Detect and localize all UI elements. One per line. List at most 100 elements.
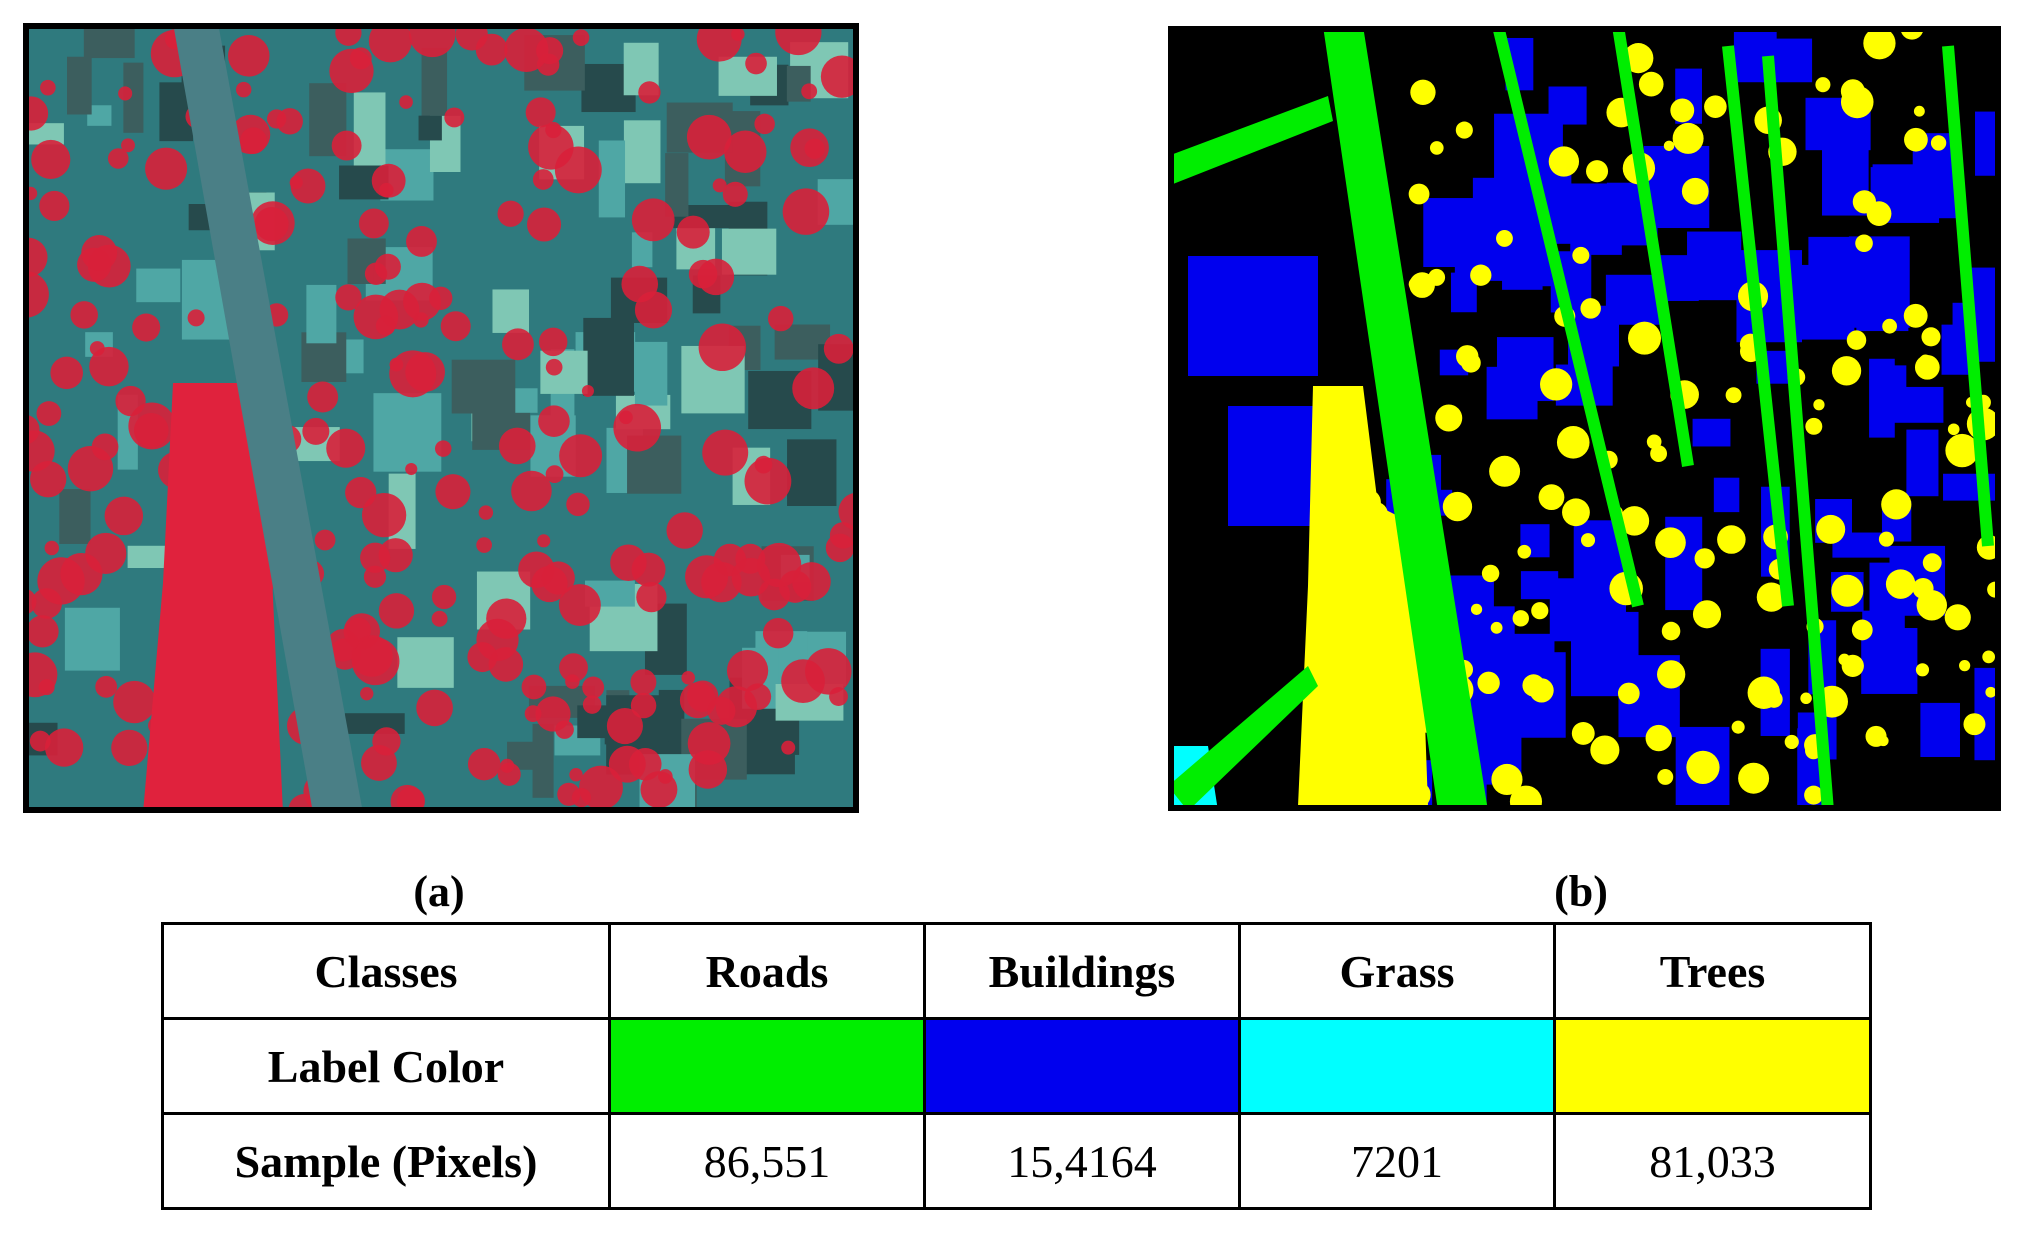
vegetation — [687, 722, 731, 765]
tree-region — [1922, 553, 1942, 573]
vegetation — [240, 127, 267, 154]
tree-region — [1805, 417, 1823, 435]
vegetation — [44, 728, 84, 767]
vegetation — [621, 265, 659, 303]
vegetation — [107, 148, 129, 169]
vegetation — [361, 492, 407, 538]
tree-region — [1904, 127, 1928, 152]
building-region — [1869, 358, 1895, 438]
vegetation — [399, 95, 413, 109]
building — [353, 92, 386, 168]
vegetation — [545, 465, 564, 484]
vegetation — [679, 682, 716, 719]
vegetation — [775, 23, 822, 56]
vegetation — [431, 584, 457, 610]
vegetation — [145, 147, 188, 190]
tree-region — [1517, 544, 1532, 559]
tree-region — [1800, 692, 1812, 705]
tree-region — [1816, 514, 1846, 544]
tree-region — [1815, 77, 1831, 93]
vegetation — [23, 271, 49, 318]
tree-region — [1903, 303, 1928, 328]
vegetation — [532, 169, 554, 190]
vegetation — [378, 593, 415, 629]
vegetation — [566, 492, 590, 517]
vegetation — [565, 674, 580, 689]
vegetation — [619, 410, 633, 425]
building-region — [1856, 293, 1909, 332]
tree-region — [1959, 660, 1971, 672]
building — [634, 341, 668, 406]
vegetation — [555, 720, 574, 739]
tree-region — [1496, 230, 1513, 247]
tree-region — [1731, 720, 1745, 734]
vegetation — [697, 258, 735, 296]
tree-region — [1831, 356, 1862, 386]
tree-region — [1784, 734, 1799, 750]
vegetation — [582, 676, 605, 699]
tree-region — [1804, 785, 1824, 805]
tree-region — [1470, 264, 1492, 286]
vegetation — [326, 428, 366, 468]
class-table: Classes Roads Buildings Grass Trees Labe… — [161, 922, 1872, 1210]
vegetation — [829, 687, 848, 706]
vegetation — [406, 226, 437, 257]
image-frame — [23, 23, 859, 813]
false-color-image — [23, 23, 859, 813]
tree-region — [1915, 663, 1930, 677]
tree-region — [1408, 277, 1423, 292]
tree-region — [1456, 345, 1479, 368]
building — [83, 24, 135, 59]
tree-region — [1650, 445, 1668, 463]
tree-region — [1831, 574, 1864, 607]
vegetation — [91, 433, 119, 461]
tree-region — [1408, 183, 1430, 205]
vegetation — [559, 434, 603, 478]
vegetation — [504, 27, 549, 73]
tree-region — [1470, 603, 1483, 615]
building-region — [1920, 702, 1960, 757]
vegetation — [429, 286, 453, 310]
vegetation — [558, 584, 601, 627]
vegetation — [610, 544, 647, 582]
building — [306, 284, 337, 344]
tree-region — [1477, 671, 1500, 695]
vegetation — [613, 403, 662, 452]
tree-region — [1670, 98, 1695, 123]
tree-region — [1912, 577, 1934, 599]
vegetation — [606, 707, 643, 745]
vegetation — [104, 496, 144, 536]
tree-region — [1646, 434, 1662, 450]
tree-region — [1428, 268, 1446, 286]
vegetation — [360, 542, 391, 573]
tree-region — [1913, 105, 1925, 117]
vegetation — [326, 628, 360, 662]
vegetation — [531, 565, 568, 603]
building-region — [1906, 429, 1939, 497]
tree-region — [1429, 141, 1444, 155]
tree-region — [1881, 489, 1912, 520]
tree-region — [1921, 327, 1941, 347]
label-map — [1168, 26, 2001, 811]
vegetation — [572, 29, 590, 46]
tree-region — [1619, 506, 1650, 536]
tree-region — [1813, 399, 1825, 411]
vegetation — [781, 740, 796, 755]
building — [540, 350, 588, 394]
vegetation — [502, 328, 534, 361]
tree-region — [1586, 160, 1609, 183]
vegetation — [23, 237, 48, 278]
vegetation — [521, 674, 547, 700]
vegetation — [744, 683, 772, 711]
sample-count: 81,033 — [1553, 1112, 1872, 1210]
tree-region — [1548, 146, 1580, 177]
tree-region — [1638, 71, 1664, 97]
vegetation — [745, 52, 767, 75]
vegetation — [81, 234, 118, 271]
vegetation — [696, 23, 742, 62]
vegetation — [31, 139, 71, 180]
vegetation — [731, 27, 745, 42]
vegetation — [389, 350, 437, 398]
tree-region — [1694, 548, 1715, 569]
vegetation — [676, 215, 710, 249]
